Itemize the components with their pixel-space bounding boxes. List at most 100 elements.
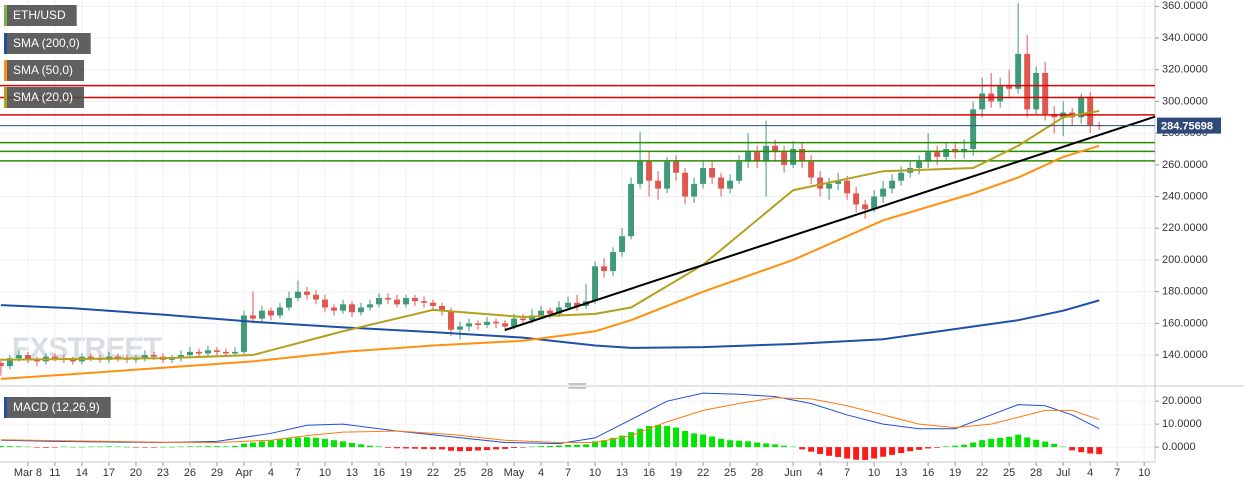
x-tick-label: 17 xyxy=(103,467,115,479)
histogram-bar xyxy=(24,446,31,448)
histogram-bar xyxy=(1069,447,1076,451)
y-tick-label: 320.0000 xyxy=(1162,64,1208,76)
histogram-bar xyxy=(186,446,193,448)
candle-body xyxy=(808,161,815,178)
x-tick-label: 28 xyxy=(1030,467,1042,479)
histogram-bar xyxy=(835,447,842,457)
candle-body xyxy=(69,359,76,362)
histogram-bar xyxy=(565,445,572,448)
candle-body xyxy=(601,266,608,272)
candle-body xyxy=(538,310,545,316)
histogram-bar xyxy=(286,438,292,448)
candle-body xyxy=(1078,96,1085,118)
candle-body xyxy=(637,161,644,184)
last-price-box xyxy=(1157,117,1221,134)
x-tick-label: 19 xyxy=(400,467,412,479)
histogram-bar xyxy=(249,442,256,448)
candle-body xyxy=(231,351,238,354)
candle-body xyxy=(412,297,418,302)
candle-body xyxy=(267,310,274,316)
x-tick-label: 4 xyxy=(268,467,274,479)
histogram-bar xyxy=(952,445,959,448)
candle-body xyxy=(826,183,833,189)
histogram-bar xyxy=(448,447,454,451)
histogram-bar xyxy=(772,444,779,448)
candle-body xyxy=(502,323,509,327)
candle-body xyxy=(952,148,959,153)
candle-body xyxy=(195,351,202,354)
candle-body xyxy=(619,236,626,253)
legend: ETH/USD SMA (200,0) SMA (50,0) SMA (20,0) xyxy=(4,5,91,108)
candle-body xyxy=(889,180,896,189)
histogram-bar xyxy=(601,440,608,448)
histogram-bar xyxy=(231,445,238,448)
candle-body xyxy=(439,305,445,311)
histogram-bar xyxy=(1015,434,1022,448)
candle-body xyxy=(835,180,842,184)
histogram-bar xyxy=(177,446,184,448)
y-tick-label: 220.0000 xyxy=(1162,222,1208,234)
candle-body xyxy=(421,301,427,303)
histogram-bar xyxy=(763,443,770,448)
x-tick-label: 20 xyxy=(130,467,142,479)
histogram-bar xyxy=(60,446,67,448)
histogram-bar xyxy=(817,447,824,454)
histogram-bar xyxy=(141,447,148,448)
x-tick-label: 11 xyxy=(49,467,60,479)
histogram-bar xyxy=(484,447,490,451)
legend-bg xyxy=(4,87,85,108)
histogram-bar xyxy=(313,437,319,448)
candle-body xyxy=(87,356,94,359)
x-tick-label: 28 xyxy=(481,467,493,479)
histogram-bar xyxy=(6,446,13,448)
candle-body xyxy=(763,145,770,162)
x-tick-label: 25 xyxy=(454,467,466,479)
candle-body xyxy=(871,196,878,210)
histogram-bar xyxy=(267,440,274,448)
histogram-bar xyxy=(997,437,1004,448)
histogram-bar xyxy=(493,447,499,450)
histogram-bar xyxy=(1078,447,1085,453)
histogram-bar xyxy=(925,447,932,449)
x-tick-label: 28 xyxy=(751,467,763,479)
histogram-bar xyxy=(132,447,139,448)
y-tick-label: 10.0000 xyxy=(1162,418,1202,430)
histogram-bar xyxy=(628,432,635,448)
candle-body xyxy=(790,148,797,165)
candle-body xyxy=(222,351,229,354)
x-tick-label: 7 xyxy=(295,467,301,479)
histogram-bar xyxy=(1096,447,1103,455)
y-tick-label: 140.0000 xyxy=(1162,349,1208,361)
y-tick-label: 0.0000 xyxy=(1162,441,1196,453)
x-tick-label: Mar 8 xyxy=(14,467,42,479)
histogram-bar xyxy=(340,441,346,448)
candle-body xyxy=(628,183,635,237)
x-tick-label: 4 xyxy=(538,467,544,479)
candle-body xyxy=(186,351,193,356)
candle-body xyxy=(772,145,779,153)
y-tick-label: 360.0000 xyxy=(1162,0,1208,12)
legend-swatch xyxy=(4,5,7,26)
last-price-label: 284.75698 xyxy=(1161,121,1213,133)
histogram-bar xyxy=(502,447,509,449)
candle-body xyxy=(295,291,301,298)
histogram-bar xyxy=(1051,443,1058,448)
candle-body xyxy=(6,358,13,367)
sma-line xyxy=(0,144,1100,380)
histogram-bar xyxy=(42,447,49,448)
x-tick-label: 10 xyxy=(1138,467,1150,479)
candle-body xyxy=(475,323,481,325)
histogram-bar xyxy=(682,431,689,448)
y-tick-label: 200.0000 xyxy=(1162,254,1208,266)
candle-body xyxy=(610,252,617,272)
macd-line xyxy=(0,392,1100,445)
histogram-bar xyxy=(700,434,707,448)
sma-line xyxy=(0,299,1100,349)
histogram-bar xyxy=(69,446,76,448)
candle-body xyxy=(844,180,851,194)
candle-body xyxy=(754,152,761,162)
candle-body xyxy=(1051,114,1058,118)
candle-body xyxy=(1033,72,1040,110)
x-tick-label: 16 xyxy=(373,467,385,479)
candle-body xyxy=(709,168,716,178)
